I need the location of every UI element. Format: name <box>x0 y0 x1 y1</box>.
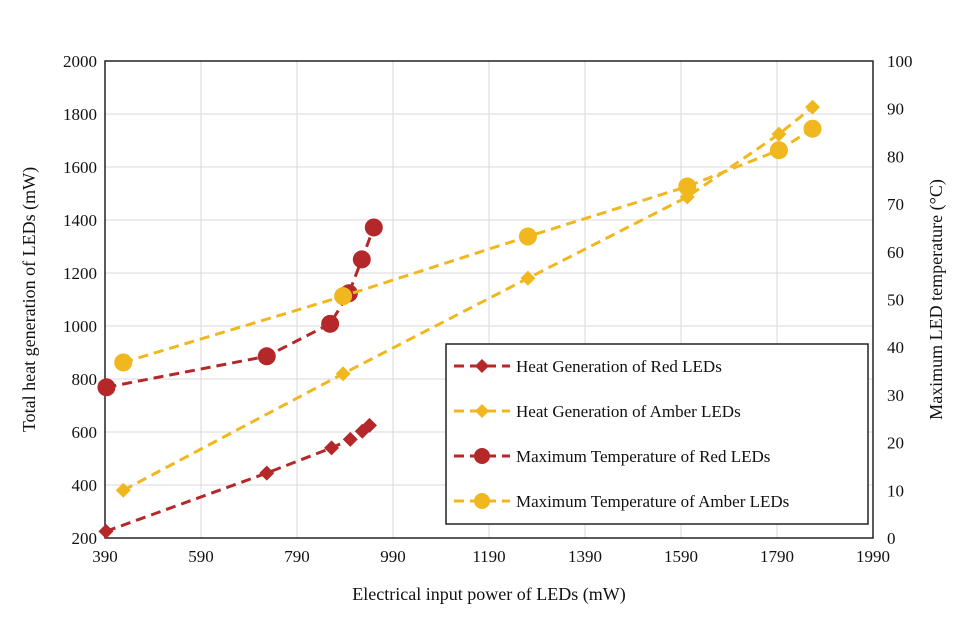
y2-tick-label: 30 <box>887 386 904 405</box>
series-line <box>122 127 814 364</box>
y-tick-label: 200 <box>72 529 98 548</box>
legend-box <box>445 343 869 525</box>
legend-label: Maximum Temperature of Amber LEDs <box>516 492 789 511</box>
data-point-diamond <box>520 270 536 286</box>
x-tick-label: 1590 <box>664 547 698 566</box>
data-point-diamond <box>342 431 358 447</box>
legend-items: Heat Generation of Red LEDs Heat Generati… <box>454 357 789 511</box>
series-group <box>97 99 822 539</box>
x-tick-label: 390 <box>92 547 118 566</box>
x-axis-ticks: 390 590 790 990 1190 1390 1590 1790 1990 <box>92 547 890 566</box>
data-point-diamond <box>361 417 377 433</box>
legend-marker-circle <box>474 448 490 464</box>
y-tick-label: 2000 <box>63 52 97 71</box>
y-tick-label: 1200 <box>63 264 97 283</box>
y-tick-label: 600 <box>72 423 98 442</box>
legend-label: Heat Generation of Red LEDs <box>516 357 722 376</box>
data-point-circle <box>678 177 697 196</box>
y2-tick-label: 0 <box>887 529 896 548</box>
data-point-circle <box>769 141 788 160</box>
legend-item: Maximum Temperature of Red LEDs <box>454 447 770 466</box>
y-tick-label: 1400 <box>63 211 97 230</box>
y2-tick-label: 10 <box>887 481 904 500</box>
x-tick-label: 1390 <box>568 547 602 566</box>
data-point-diamond <box>98 523 114 539</box>
y-tick-label: 800 <box>72 370 98 389</box>
y2-tick-label: 80 <box>887 147 904 166</box>
legend-marker-circle <box>474 493 490 509</box>
y2-tick-label: 20 <box>887 434 904 453</box>
y2-tick-label: 70 <box>887 195 904 214</box>
data-point-circle <box>518 227 537 246</box>
series-line <box>122 105 814 492</box>
y-tick-label: 1000 <box>63 317 97 336</box>
plot-area-frame <box>104 60 874 539</box>
y2-tick-label: 40 <box>887 338 904 357</box>
legend-item: Heat Generation of Red LEDs <box>454 357 722 376</box>
data-point-diamond <box>324 440 340 456</box>
y-axis-ticks: 200 400 600 800 1000 1200 1400 1600 1800 2000 <box>63 52 97 548</box>
y2-axis-ticks: 0 10 20 30 40 50 60 70 80 90 100 <box>887 52 913 548</box>
data-point-circle <box>352 250 371 269</box>
data-point-circle <box>321 314 340 333</box>
y2-tick-label: 60 <box>887 243 904 262</box>
series-1 <box>98 417 377 539</box>
y2-tick-label: 90 <box>887 100 904 119</box>
data-point-diamond <box>115 482 131 498</box>
series-4 <box>114 119 822 372</box>
data-point-diamond <box>335 366 351 382</box>
x-tick-label: 1790 <box>760 547 794 566</box>
y-tick-label: 400 <box>72 476 98 495</box>
y2-tick-label: 50 <box>887 291 904 310</box>
y-tick-label: 1800 <box>63 105 97 124</box>
x-axis-title: Electrical input power of LEDs (mW) <box>352 584 625 605</box>
data-point-diamond <box>259 465 275 481</box>
legend-item: Heat Generation of Amber LEDs <box>454 402 741 421</box>
data-point-circle <box>97 378 116 397</box>
series-line <box>106 226 376 389</box>
data-point-diamond <box>805 99 821 115</box>
legend-marker-diamond <box>475 359 489 373</box>
y-axis-title: Total heat generation of LEDs (mW) <box>19 167 40 432</box>
legend-item: Maximum Temperature of Amber LEDs <box>454 492 789 511</box>
data-point-circle <box>803 119 822 138</box>
data-point-circle <box>257 347 276 366</box>
data-point-circle <box>334 287 353 306</box>
data-point-circle <box>114 353 133 372</box>
y-tick-label: 1600 <box>63 158 97 177</box>
x-tick-label: 1190 <box>472 547 505 566</box>
x-tick-label: 1990 <box>856 547 890 566</box>
legend-label: Maximum Temperature of Red LEDs <box>516 447 770 466</box>
x-tick-label: 790 <box>284 547 310 566</box>
y2-tick-label: 100 <box>887 52 913 71</box>
legend-marker-diamond <box>475 404 489 418</box>
y2-axis-title: Maximum LED temperature (°C) <box>926 179 947 420</box>
data-point-diamond <box>771 126 787 142</box>
legend-label: Heat Generation of Amber LEDs <box>516 402 741 421</box>
x-tick-label: 990 <box>380 547 406 566</box>
legend: Heat Generation of Red LEDs Heat Generati… <box>445 343 869 525</box>
data-point-circle <box>364 218 383 237</box>
x-tick-label: 590 <box>188 547 214 566</box>
